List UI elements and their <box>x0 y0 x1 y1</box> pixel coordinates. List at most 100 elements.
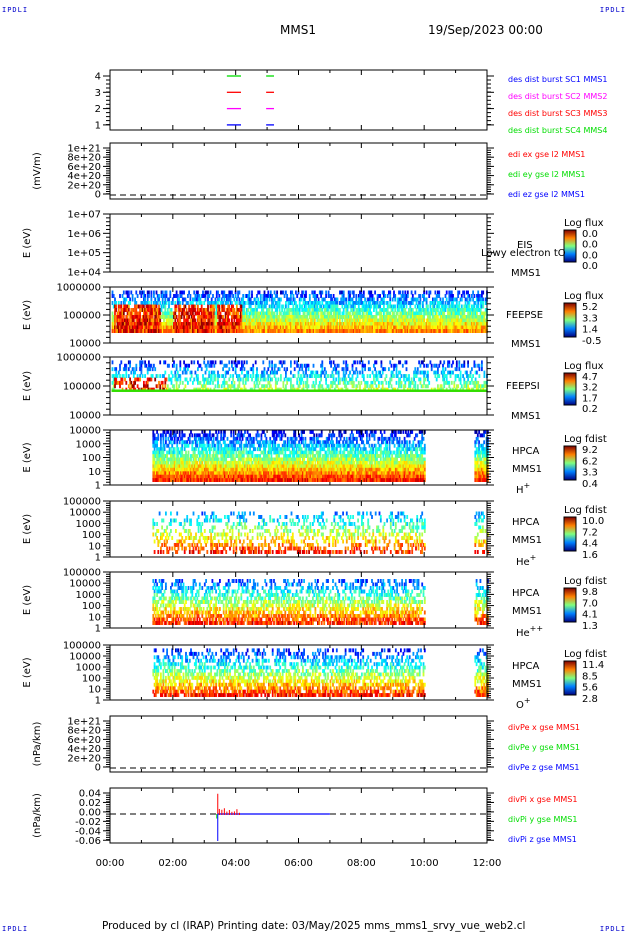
spectrogram-cell <box>286 380 288 385</box>
spectrogram-cell <box>203 360 206 365</box>
spectrogram-cell <box>197 294 199 298</box>
spectrogram-cell <box>163 460 166 465</box>
spectrogram-cell <box>357 315 360 319</box>
spectrogram-cell <box>158 380 160 385</box>
spectrogram-cell <box>211 474 214 479</box>
spectrogram-cell <box>364 315 366 319</box>
spectrogram-cell <box>395 315 398 319</box>
spectrogram-cell <box>290 360 292 365</box>
spectrogram-cell <box>457 374 459 378</box>
spectrogram-cell <box>214 447 216 452</box>
spectrogram-cell <box>415 322 418 326</box>
spectrogram-cell <box>187 450 190 455</box>
spectrogram-cell <box>200 450 202 455</box>
spectrogram-cell <box>434 329 437 333</box>
spectrogram-cell <box>176 436 179 441</box>
spectrogram-cell <box>193 304 196 309</box>
spectrogram-cell <box>345 311 348 316</box>
spectrogram-cell <box>246 325 248 330</box>
spectrogram-cell <box>209 304 212 309</box>
spectrogram-cell <box>197 467 200 472</box>
spectrogram-cell <box>178 433 181 438</box>
spectrogram-cell <box>197 322 199 326</box>
spectrogram-cell <box>122 367 125 372</box>
spectrogram-cell <box>318 318 321 323</box>
spectrogram-cell <box>271 308 273 312</box>
spectrogram-cell <box>178 304 180 309</box>
spectrogram-cell <box>214 297 217 302</box>
spectrogram-cell <box>478 374 481 378</box>
spectrogram-cell <box>332 377 335 382</box>
spectrogram-cell <box>308 294 311 298</box>
spectrogram-cell <box>205 467 207 472</box>
spectrogram-cell <box>481 329 483 333</box>
spectrogram-cell <box>192 315 194 319</box>
spectrogram-cell <box>166 430 168 434</box>
spectrogram-cell <box>171 311 174 316</box>
spectrogram-cell <box>239 301 242 305</box>
spectrogram-cell <box>242 322 245 326</box>
spectrogram-cell <box>430 318 433 323</box>
spectrogram-cell <box>210 457 212 462</box>
spectrogram-cell <box>478 315 481 319</box>
spectrogram-cell <box>272 315 275 319</box>
spectrogram-cell <box>453 384 456 389</box>
spectrogram-cell <box>452 370 454 375</box>
spectrogram-cell <box>474 322 477 326</box>
spectrogram-cell <box>357 322 360 326</box>
spectrogram-cell <box>349 301 351 305</box>
spectrogram-cell <box>315 374 317 378</box>
spectrogram-cell <box>280 290 282 295</box>
spectrogram-cell <box>219 301 222 305</box>
spectrogram-cell <box>393 318 395 323</box>
spectrogram-cell <box>477 315 480 319</box>
spectrogram-cell <box>173 315 175 319</box>
spectrogram-cell <box>360 325 363 330</box>
spectrogram-cell <box>230 433 233 438</box>
spectrogram-cell <box>200 467 202 472</box>
spectrogram-cell <box>158 457 161 462</box>
spectrogram-cell <box>478 384 481 389</box>
spectrogram-cell <box>258 318 261 323</box>
spectrogram-cell <box>119 374 121 378</box>
spectrogram-cell <box>143 304 145 309</box>
spectrogram-cell <box>450 294 453 298</box>
spectrogram-cell <box>174 329 177 333</box>
spectrogram-cell <box>350 325 353 330</box>
spectrogram-cell <box>175 329 178 333</box>
spectrogram-cell <box>114 304 116 309</box>
spectrogram-cell <box>200 443 202 448</box>
spectrogram-cell <box>183 440 186 445</box>
spectrogram-cell <box>261 304 263 309</box>
spectrogram-cell <box>216 457 219 462</box>
spectrogram-cell <box>140 325 143 330</box>
spectrogram-cell <box>389 318 392 323</box>
spectrogram-cell <box>259 315 262 319</box>
spectrogram-cell <box>373 315 375 319</box>
spectrogram-cell <box>435 322 438 326</box>
spectrogram-cell <box>321 370 324 375</box>
spectrogram-cell <box>403 384 405 389</box>
spectrogram-cell <box>175 325 178 330</box>
spectrogram-cell <box>131 315 134 319</box>
spectrogram-cell <box>159 374 162 378</box>
spectrogram-cell <box>158 454 161 458</box>
spectrogram-cell <box>311 374 314 378</box>
spectrogram-cell <box>462 325 464 330</box>
spectrogram-cell <box>217 478 220 482</box>
y-tick-label: 1e+04 <box>67 268 101 279</box>
spectrogram-cell <box>352 322 355 326</box>
spectrogram-cell <box>166 322 169 326</box>
spectrogram-cell <box>179 294 182 298</box>
spectrogram-cell <box>347 311 350 316</box>
spectrogram-cell <box>414 322 417 326</box>
spectrogram-cell <box>459 297 462 302</box>
spectrogram-cell <box>248 294 251 298</box>
spectrogram-cell <box>300 325 302 330</box>
spectrogram-cell <box>291 325 294 330</box>
spectrogram-cell <box>261 329 263 333</box>
spectrogram-cell <box>173 460 176 465</box>
spectrogram-cell <box>185 370 188 375</box>
spectrogram-cell <box>183 290 185 295</box>
spectrogram-cell <box>403 374 405 378</box>
